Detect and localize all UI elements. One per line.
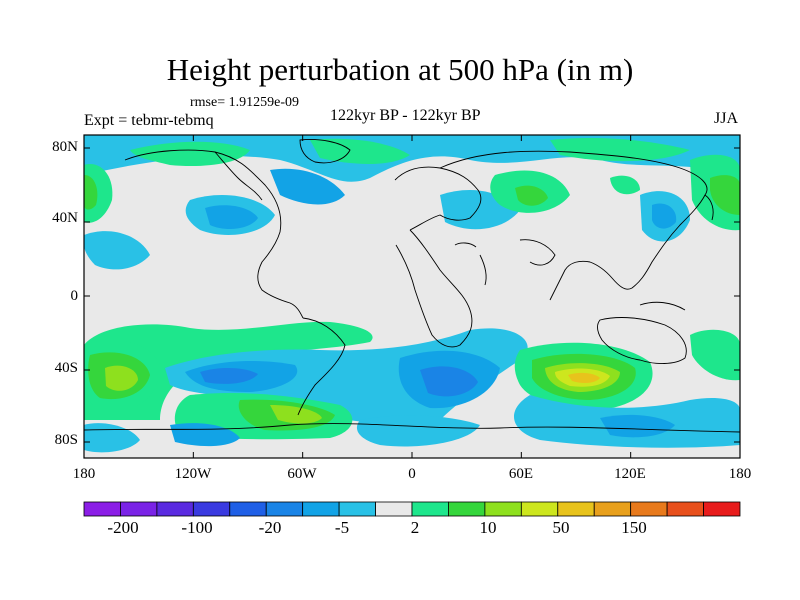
contour-region bbox=[84, 423, 140, 453]
contour-region bbox=[205, 205, 258, 230]
contour-region bbox=[270, 405, 322, 424]
colorbar-label: 150 bbox=[621, 518, 647, 537]
contour-region bbox=[710, 175, 740, 215]
colorbar-swatch bbox=[593, 501, 632, 517]
colorbar-label: -5 bbox=[334, 518, 350, 537]
lon-tick-label: 120W bbox=[174, 466, 212, 482]
lat-tick-label: 40N bbox=[52, 210, 78, 226]
colorbar-swatch bbox=[630, 501, 668, 517]
lon-tick-label: 180 bbox=[728, 466, 752, 482]
lon-tick-label: 180 bbox=[72, 466, 96, 482]
colorbar-swatch bbox=[229, 501, 267, 517]
colorbar-swatch bbox=[302, 501, 340, 517]
contour-region bbox=[600, 414, 675, 438]
colorbar-label: 2 bbox=[410, 518, 420, 537]
contour-region bbox=[84, 175, 98, 210]
colorbar-swatch bbox=[520, 501, 559, 517]
contour-region bbox=[270, 168, 345, 205]
contour-region bbox=[310, 138, 410, 164]
colorbar-swatch bbox=[557, 501, 595, 517]
colorbar-swatch bbox=[666, 501, 704, 517]
contour-field bbox=[84, 135, 740, 458]
lon-tick-label: 0 bbox=[408, 466, 416, 482]
colorbar-swatch bbox=[265, 501, 304, 517]
contour-region bbox=[130, 141, 250, 167]
plot-title: Height perturbation at 500 hPa (in m) bbox=[166, 52, 634, 87]
colorbar-label: -100 bbox=[181, 518, 213, 537]
colorbar-label: -20 bbox=[258, 518, 282, 537]
lon-tick-label: 60W bbox=[287, 466, 317, 482]
colorbar-label: 10 bbox=[479, 518, 497, 537]
colorbar-swatch bbox=[83, 501, 121, 517]
colorbar-swatch bbox=[703, 501, 741, 517]
colorbar-swatch bbox=[484, 501, 522, 517]
lon-tick-label: 60E bbox=[508, 466, 534, 482]
colorbar-swatch bbox=[120, 501, 158, 517]
colorbar-label: -200 bbox=[107, 518, 139, 537]
contour-region bbox=[690, 329, 740, 381]
lat-tick-label: 80S bbox=[54, 432, 78, 448]
contour-region bbox=[105, 365, 138, 391]
lon-tick-label: 120E bbox=[614, 466, 646, 482]
period-label: 122kyr BP - 122kyr BP bbox=[330, 107, 481, 124]
rmse-label: rmse= 1.91259e-09 bbox=[190, 95, 299, 110]
colorbar-swatch bbox=[156, 501, 194, 517]
colorbar-swatch bbox=[411, 501, 449, 517]
colorbar-label: 50 bbox=[552, 518, 570, 537]
contour-region bbox=[610, 175, 640, 195]
contour-region bbox=[200, 368, 258, 384]
contour-region bbox=[550, 138, 690, 162]
colorbar-swatch bbox=[448, 501, 486, 517]
contour-region bbox=[420, 366, 478, 397]
contour-region bbox=[568, 372, 600, 383]
colorbar-swatch bbox=[375, 501, 413, 517]
contour-region bbox=[652, 203, 677, 229]
lat-tick-label: 0 bbox=[70, 288, 79, 304]
contour-region bbox=[84, 321, 373, 420]
season-label: JJA bbox=[714, 110, 739, 127]
lat-tick-label: 40S bbox=[54, 360, 78, 376]
contour-region bbox=[356, 415, 480, 447]
contour-region bbox=[515, 185, 548, 206]
experiment-label: Expt = tebmr-tebmq bbox=[84, 112, 214, 129]
axis-ticks bbox=[83, 135, 741, 458]
contour-region bbox=[84, 231, 150, 270]
coastlines bbox=[84, 139, 740, 433]
colorbar-swatch bbox=[338, 501, 376, 517]
lat-tick-label: 80N bbox=[52, 139, 78, 155]
colorbar-swatch bbox=[192, 501, 231, 517]
colorbar bbox=[83, 501, 741, 517]
